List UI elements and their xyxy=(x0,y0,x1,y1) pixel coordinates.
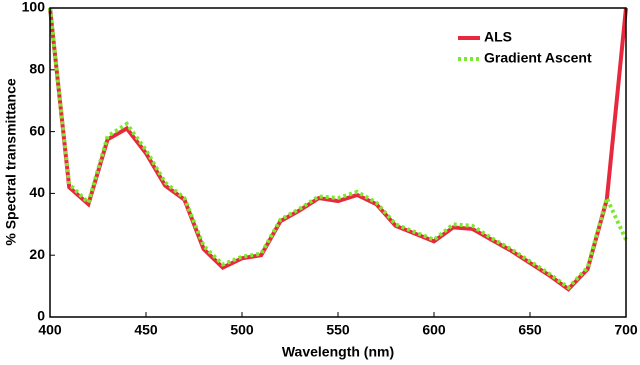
legend-label: ALS xyxy=(484,29,512,45)
y-axis-label: % Spectral transmittance xyxy=(3,78,19,245)
y-tick-label: 100 xyxy=(22,0,46,15)
x-tick-label: 600 xyxy=(422,322,446,338)
x-tick-label: 700 xyxy=(614,322,638,338)
data-line xyxy=(48,7,628,291)
x-tick-label: 500 xyxy=(230,322,254,338)
x-tick-label: 450 xyxy=(134,322,158,338)
plot-frame xyxy=(49,7,627,318)
x-axis-label: Wavelength (nm) xyxy=(282,344,394,360)
x-tick-label: 550 xyxy=(326,322,350,338)
y-tick-label: 40 xyxy=(29,184,45,200)
x-tick-label: 650 xyxy=(518,322,542,338)
y-tick-label: 0 xyxy=(37,308,45,324)
legend-label: Gradient Ascent xyxy=(484,50,592,66)
y-tick-label: 80 xyxy=(29,61,45,77)
y-tick-label: 20 xyxy=(29,246,45,262)
x-tick-label: 400 xyxy=(38,322,62,338)
y-tick-label: 60 xyxy=(29,122,45,138)
